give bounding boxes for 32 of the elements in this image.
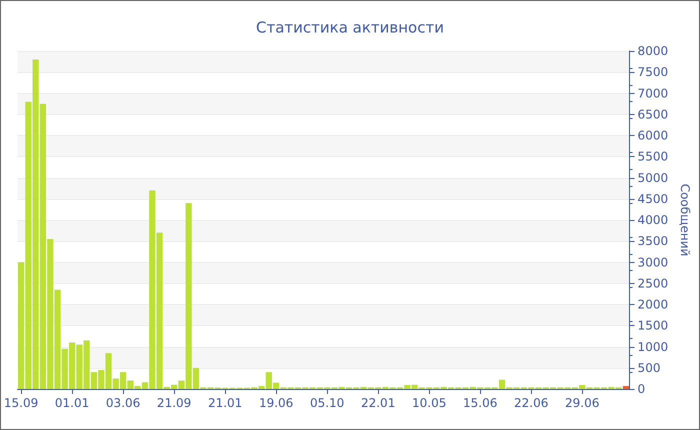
y-tick-label: 5500: [638, 150, 668, 164]
x-tick-label: 10.05: [412, 396, 446, 410]
x-tick-label: 05.10: [310, 396, 344, 410]
y-tick-label: 3500: [638, 234, 668, 248]
x-tick-label: 21.09: [156, 396, 192, 410]
x-tick-label: 22.06: [514, 396, 548, 410]
y-tick-label: 5000: [638, 170, 668, 185]
y-tick-label: 2000: [638, 298, 668, 312]
y-tick-label: 2500: [638, 276, 668, 290]
y-tick-label: 1000: [638, 340, 668, 354]
x-tick-label: 29.06: [565, 396, 600, 410]
y-tick-label: 3000: [638, 255, 668, 270]
y-tick-label: 7500: [638, 65, 668, 80]
x-tick-label: 01.01: [54, 396, 90, 410]
y-tick-label: 4000: [638, 213, 668, 227]
y-tick-label: 4500: [638, 192, 668, 206]
x-tick-label: 22.01: [360, 396, 396, 410]
y-tick-label: 8000: [638, 44, 668, 58]
x-tick-label: 19.06: [258, 396, 294, 410]
y-tick-label: 6000: [638, 128, 668, 142]
y-tick-label: 0: [638, 382, 646, 396]
x-tick-label: 15.06: [462, 396, 498, 410]
y-tick-label: 500: [638, 360, 660, 375]
y-axis-title: Сообщений: [678, 184, 692, 256]
chart-title: Статистика активности: [256, 18, 444, 36]
x-tick-label: 21.01: [208, 396, 242, 410]
x-tick-label: 03.06: [106, 396, 140, 410]
y-tick-label: 7000: [638, 86, 668, 100]
x-tick-label: 15.09: [4, 396, 38, 410]
y-tick-label: 1500: [638, 318, 668, 333]
bar: [622, 386, 630, 389]
y-tick-label: 6500: [638, 107, 668, 122]
